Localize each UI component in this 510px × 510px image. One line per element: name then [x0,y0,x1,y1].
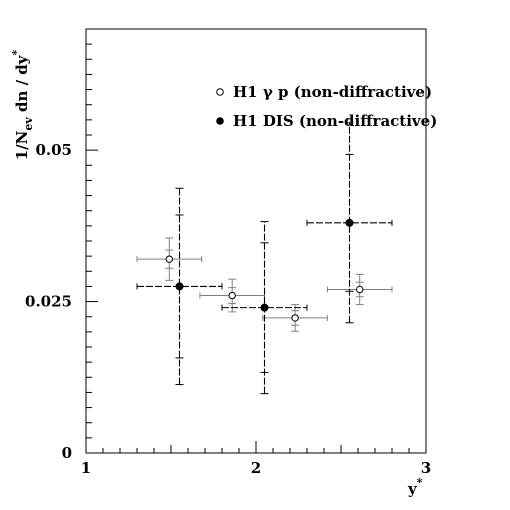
data-point [326,273,393,306]
data-point [199,278,265,313]
legend: H1 γ p (non-diffractive) H1 DIS (non-diff… [216,83,437,130]
series-dis [136,122,393,395]
x-tick-label: 3 [421,459,431,477]
y-tick-label: 0.025 [25,293,72,311]
axis-ticks [85,28,427,454]
x-tick-labels: 1 2 3 [81,459,431,477]
y-axis-label: 1/Nev dn / dy* [10,49,35,160]
data-point [262,304,328,332]
legend-entry: H1 DIS (non-diffractive) [216,112,437,130]
data-series [136,122,393,395]
legend-filled-circle-marker [216,117,224,125]
legend-label: H1 γ p (non-diffractive) [233,83,432,101]
data-point [136,187,223,386]
legend-entry: H1 γ p (non-diffractive) [216,83,432,101]
y-tick-labels: 0 0.025 0.05 [25,141,72,462]
x-tick-label: 2 [251,459,261,477]
legend-label: H1 DIS (non-diffractive) [233,112,437,130]
data-point [221,221,308,395]
filled-circle-marker [260,303,269,312]
x-axis-label: y* [407,476,423,498]
series-gammap [136,237,393,332]
open-circle-marker [228,291,236,300]
open-circle-marker [291,314,299,322]
data-point [136,237,203,281]
y-tick-label: 0 [62,444,72,462]
filled-circle-marker [345,218,354,227]
open-circle-marker [165,255,174,263]
x-tick-label: 1 [81,459,91,477]
data-point [306,122,393,324]
y-tick-label: 0.05 [35,141,72,159]
open-circle-marker [356,285,364,294]
filled-circle-marker [175,282,184,291]
legend-open-circle-marker [216,88,224,96]
